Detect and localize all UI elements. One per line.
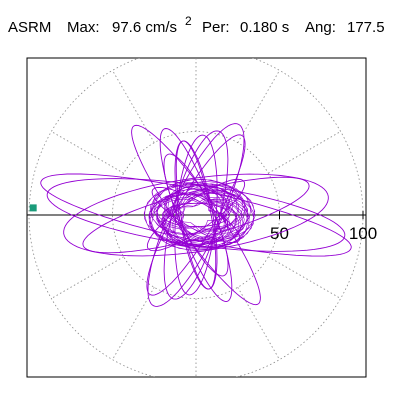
radial-tick-label-50: 50 xyxy=(270,224,289,243)
max-value: 97.6 cm/s xyxy=(112,19,177,36)
grid-spoke-150 xyxy=(51,131,124,174)
max-label: Max: xyxy=(67,19,100,36)
grid-spoke-240 xyxy=(112,287,155,360)
period-value: 0.180 s xyxy=(240,19,289,36)
angle-value: 177.5 xyxy=(347,19,385,36)
grid-spoke-120 xyxy=(112,70,155,143)
orbit-loop-3 xyxy=(82,176,310,254)
angle-label: Ang: xyxy=(305,19,336,36)
grid-spoke-60 xyxy=(237,70,280,143)
orbit-loop-10 xyxy=(131,124,261,306)
orbit-loop-11 xyxy=(159,128,233,302)
orbit-trace xyxy=(40,123,352,307)
radial-tick-label-100: 100 xyxy=(349,224,377,243)
radial-axis: 50 100 xyxy=(27,211,377,243)
plot-frame xyxy=(26,57,367,378)
grid-spoke-30 xyxy=(268,131,341,174)
max-marker xyxy=(29,204,37,212)
orbit-loop-15 xyxy=(162,202,230,228)
orbit-loop-2 xyxy=(63,173,329,257)
max-point-marker xyxy=(29,204,37,212)
orbit-loop-0 xyxy=(46,178,346,252)
orbit-loop-7 xyxy=(174,134,218,296)
orbit-core-scribble xyxy=(143,178,256,252)
max-unit-exponent: 2 xyxy=(185,14,192,28)
station-label: ASRM xyxy=(8,19,51,36)
orbit-loop-5 xyxy=(146,134,246,296)
grid-spoke-330 xyxy=(268,256,341,299)
grid-spoke-300 xyxy=(237,287,280,360)
period-label: Per: xyxy=(202,19,230,36)
grid-spoke-210 xyxy=(51,256,124,299)
orbit-loop-12 xyxy=(175,140,217,290)
